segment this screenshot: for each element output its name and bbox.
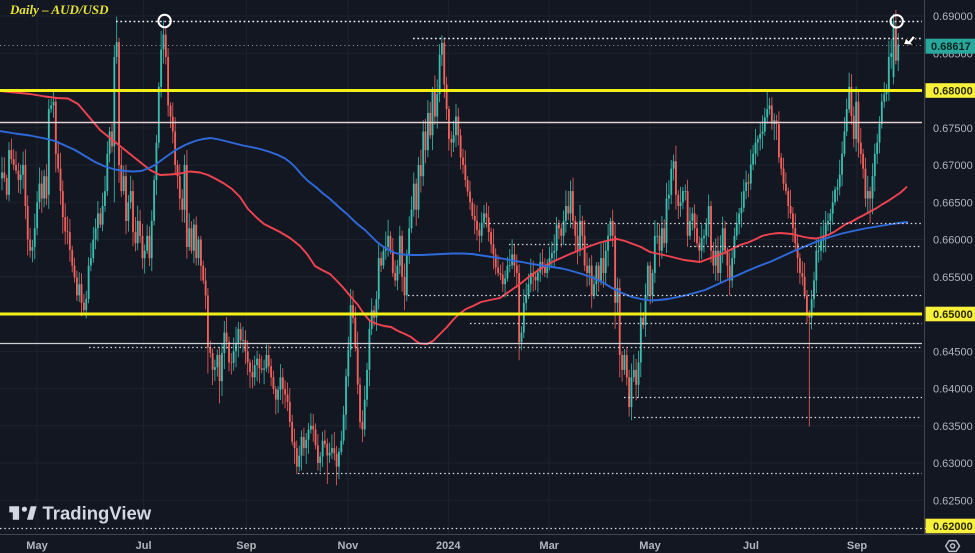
- svg-text:0.66500: 0.66500: [933, 197, 973, 209]
- svg-text:0.68617: 0.68617: [931, 41, 971, 53]
- svg-text:Sep: Sep: [236, 540, 256, 552]
- svg-text:Sep: Sep: [847, 540, 867, 552]
- svg-text:0.67000: 0.67000: [933, 160, 973, 172]
- svg-text:May: May: [26, 540, 48, 552]
- svg-text:Mar: Mar: [539, 540, 559, 552]
- svg-text:0.65500: 0.65500: [933, 272, 973, 284]
- svg-text:0.68000: 0.68000: [933, 86, 973, 98]
- svg-text:0.63000: 0.63000: [933, 458, 973, 470]
- svg-text:May: May: [639, 540, 661, 552]
- svg-text:0.64000: 0.64000: [933, 384, 973, 396]
- svg-text:0.66000: 0.66000: [933, 235, 973, 247]
- svg-text:Jul: Jul: [136, 540, 152, 552]
- svg-text:0.65000: 0.65000: [933, 309, 973, 321]
- svg-text:Daily – AUD/USD: Daily – AUD/USD: [9, 2, 109, 17]
- svg-text:0.62000: 0.62000: [933, 521, 973, 533]
- svg-text:0.64500: 0.64500: [933, 346, 973, 358]
- svg-text:0.62500: 0.62500: [933, 495, 973, 507]
- svg-text:2024: 2024: [436, 540, 461, 552]
- svg-text:TradingView: TradingView: [43, 503, 152, 524]
- svg-text:Nov: Nov: [338, 540, 360, 552]
- svg-text:0.67500: 0.67500: [933, 123, 973, 135]
- svg-text:Jul: Jul: [743, 540, 759, 552]
- svg-text:0.69000: 0.69000: [933, 11, 973, 23]
- svg-text:0.63500: 0.63500: [933, 421, 973, 433]
